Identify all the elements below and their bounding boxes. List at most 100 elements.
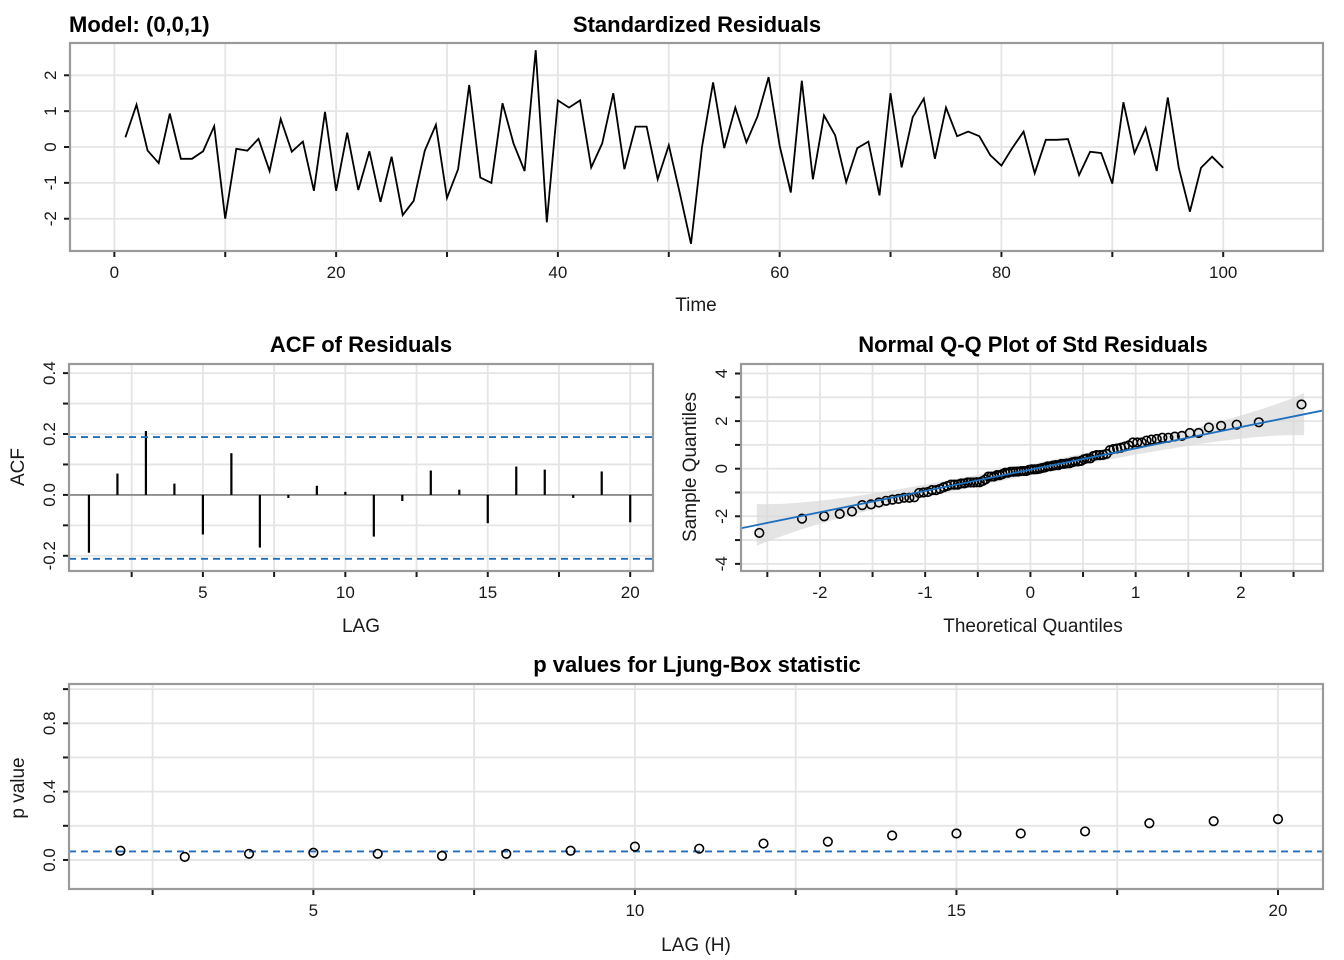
acf-y-tick-label: 0.0	[40, 483, 59, 507]
residuals-frame	[68, 41, 1325, 253]
acf-grid	[69, 364, 653, 571]
qq-y-tick-label: -2	[712, 509, 731, 524]
residuals-y-tick-label: 2	[41, 71, 60, 80]
residuals-x-tick-label: 20	[327, 263, 346, 282]
ljung-box-x-tick-label: 5	[309, 901, 318, 920]
residuals-axes: 0 20 40 60 80 100 -2 -1 0 1 2	[41, 71, 1237, 282]
residuals-grid	[70, 43, 1323, 251]
qq-point	[1231, 419, 1242, 430]
qq-y-tick-label: 0	[712, 464, 731, 473]
qq-x-tick-label: 2	[1236, 583, 1245, 602]
ljung-box-point-lag-7	[436, 850, 448, 861]
qq-point	[1296, 399, 1307, 410]
qq-grid	[741, 364, 1323, 571]
residuals-x-tick-label: 80	[992, 263, 1011, 282]
residuals-title: Standardized Residuals	[573, 12, 821, 37]
ljung-box-point-lag-2	[115, 845, 126, 856]
ljung-box-point-lag-13	[822, 836, 833, 847]
acf-axes: 5 10 15 20 -0.2 0.0 0.2 0.4	[40, 361, 640, 602]
ljung-box-xlabel: LAG (H)	[661, 935, 731, 956]
residuals-x-tick-label: 60	[770, 263, 789, 282]
acf-x-tick-label: 15	[478, 583, 497, 602]
qq-y-tick-label: 2	[712, 416, 731, 425]
ljung-box-point-lag-14	[887, 830, 898, 841]
qq-point	[1132, 437, 1143, 448]
ljung-box-point-lag-4	[243, 848, 255, 859]
qq-frame	[739, 362, 1325, 573]
acf-panel: ACF of Residuals 5 10 15 20 -0.2 0.0 0.2 0.4 LA…	[8, 332, 655, 637]
qq-panel: Normal Q-Q Plot of Std Residuals -2 -1 0 1 2…	[680, 332, 1325, 637]
qq-marks	[740, 393, 1324, 546]
residuals-y-tick-label: -2	[41, 211, 60, 226]
residuals-x-tick-label: 100	[1209, 263, 1237, 282]
qq-ylabel: Sample Quantiles	[680, 392, 701, 542]
qq-point	[754, 527, 765, 539]
ljung-box-point-lag-17	[1079, 826, 1091, 837]
qq-point	[1203, 422, 1214, 433]
ljung-box-point-lag-9	[565, 845, 576, 856]
ljung-box-point-lag-19	[1208, 816, 1219, 827]
residuals-xlabel: Time	[675, 295, 717, 316]
residuals-y-tick-label: -1	[41, 175, 60, 190]
qq-point	[846, 506, 858, 517]
qq-point	[873, 497, 885, 508]
acf-title: ACF of Residuals	[270, 332, 452, 357]
residuals-x-tick-label: 0	[110, 263, 119, 282]
qq-point	[887, 494, 898, 505]
qq-x-tick-label: -1	[918, 583, 933, 602]
ljung-box-point-lag-8	[501, 848, 512, 859]
qq-point	[1146, 434, 1157, 445]
ljung-box-y-tick-label: 0.4	[40, 780, 59, 804]
residuals-x-tick-label: 40	[548, 263, 567, 282]
acf-y-tick-label: 0.2	[40, 422, 59, 446]
ljung-box-point-lag-15	[951, 828, 962, 839]
residuals-marks	[124, 50, 1224, 244]
qq-point	[880, 495, 892, 506]
qq-point	[796, 513, 808, 524]
ljung-box-marks	[69, 814, 1323, 862]
qq-x-tick-label: 0	[1026, 583, 1035, 602]
acf-y-tick-label: -0.2	[40, 541, 59, 570]
ljung-box-point-lag-5	[308, 847, 319, 858]
qq-y-tick-label: -4	[712, 556, 731, 571]
qq-point	[898, 492, 910, 503]
acf-y-tick-label: 0.4	[40, 361, 59, 385]
ljung-box-x-tick-label: 10	[625, 901, 644, 920]
ljung-box-axes: 5 10 15 20 0.0 0.4 0.8	[40, 688, 1288, 920]
qq-point	[834, 508, 845, 519]
ljung-box-point-lag-20	[1272, 814, 1284, 825]
ljung-box-point-lag-10	[629, 841, 641, 852]
ljung-box-ylabel: p value	[8, 757, 29, 818]
ljung-box-frame	[67, 682, 1325, 891]
qq-point	[1141, 435, 1152, 446]
qq-reference-line	[740, 409, 1324, 530]
acf-xlabel: LAG	[342, 616, 380, 637]
qq-point	[893, 493, 904, 505]
ljung-box-point-lag-18	[1144, 818, 1155, 829]
acf-frame	[67, 362, 655, 573]
ljung-box-point-lag-6	[372, 848, 383, 859]
qq-point	[1193, 427, 1204, 439]
qq-title: Normal Q-Q Plot of Std Residuals	[858, 332, 1208, 357]
ljung-box-title: p values for Ljung-Box statistic	[533, 652, 861, 677]
ljung-box-y-tick-label: 0.0	[40, 848, 59, 872]
ljung-box-x-tick-label: 20	[1269, 901, 1288, 920]
ljung-box-point-lag-3	[179, 851, 190, 862]
qq-y-tick-label: 4	[712, 369, 731, 378]
acf-x-tick-label: 10	[336, 583, 355, 602]
residuals-y-tick-label: 1	[41, 106, 60, 115]
qq-xlabel: Theoretical Quantiles	[943, 616, 1123, 637]
ljung-box-y-tick-label: 0.8	[40, 711, 59, 735]
acf-marks	[69, 430, 653, 560]
ljung-box-x-tick-label: 15	[947, 901, 966, 920]
model-label: Model: (0,0,1)	[69, 12, 210, 37]
qq-x-tick-label: -2	[812, 583, 827, 602]
qq-axes: -2 -1 0 1 2 -4 -2 0 2 4	[712, 369, 1295, 602]
residuals-series-line	[124, 50, 1224, 244]
ljung-box-grid	[69, 684, 1323, 889]
acf-x-tick-label: 5	[198, 583, 207, 602]
acf-ylabel: ACF	[8, 448, 29, 486]
ljung-box-point-lag-12	[758, 838, 769, 849]
ljung-box-point-lag-16	[1015, 828, 1026, 839]
